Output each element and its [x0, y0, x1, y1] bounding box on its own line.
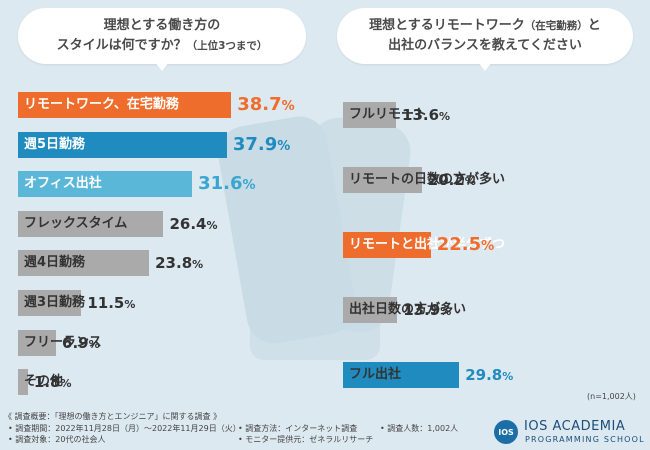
left-title-note: （上位3つまで）	[186, 40, 268, 52]
left-title-line1: 理想とする働き方の	[103, 18, 221, 33]
logo-line2: PROGRAMMING SCHOOL	[525, 435, 645, 444]
left-bar	[18, 290, 82, 316]
survey-provider: • モニター提供元：ゼネラルリサーチ	[238, 435, 374, 444]
right-value-label: 29.8%	[465, 366, 514, 384]
left-value-label: 31.6%	[198, 173, 256, 195]
left-value-label: 1.8%	[33, 373, 72, 392]
left-bar	[18, 131, 227, 158]
left-value-label: 23.8%	[155, 254, 204, 273]
left-category-label: 週4日勤務	[24, 255, 86, 271]
right-category-label: フル出社	[349, 367, 402, 382]
right-title-tail	[478, 62, 492, 71]
right-value-label: 13.9%	[403, 301, 452, 319]
right-title-note: （在宅勤務）	[524, 20, 588, 32]
right-bar	[343, 232, 431, 258]
right-category-label: 出社日数の方が多い	[349, 302, 467, 317]
survey-title: 《 調査概要：「理想の働き方とエンジニア」に関する調査 》	[4, 412, 222, 421]
right-title-line1-end: と	[587, 18, 601, 33]
survey-target: • 調査対象：20代の社会人	[8, 435, 106, 444]
left-category-label: 週3日勤務	[24, 295, 86, 310]
right-value-label: 22.5%	[436, 234, 495, 255]
survey-method: • 調査方法：インターネット調査	[238, 424, 358, 433]
left-bar	[18, 369, 28, 396]
right-title-line1: 理想とするリモートワーク	[369, 18, 525, 33]
left-value-label: 37.9%	[232, 133, 291, 155]
left-category-label: その他	[24, 374, 64, 390]
logo-icon: IOS	[494, 420, 518, 444]
left-bar	[18, 329, 57, 356]
right-category-label: リモートの日数の方が多い	[349, 172, 506, 187]
right-value-label: 20.2%	[427, 171, 476, 189]
left-bar	[18, 210, 164, 237]
right-chart-title: 理想とするリモートワーク（在宅勤務）と 出社のバランスを教えてください	[337, 8, 633, 64]
right-value-label: 13.6%	[402, 106, 451, 124]
left-value-label: 26.4%	[169, 214, 218, 233]
left-title-tail	[155, 62, 169, 71]
left-value-label: 38.7%	[237, 94, 295, 115]
survey-period: • 調査期間：2022年11月28日（月）～2022年11月29日（火）	[8, 424, 241, 433]
right-bar	[343, 297, 398, 323]
left-value-label: 6.9%	[62, 333, 100, 352]
left-bar	[18, 250, 150, 277]
left-value-label: 11.5%	[87, 294, 136, 312]
right-title-line2: 出社のバランスを教えてください	[388, 38, 582, 53]
survey-count: • 調査人数：1,002人	[380, 424, 459, 433]
left-bar	[18, 92, 232, 118]
right-bar	[343, 102, 397, 128]
left-category-label: フレックスタイム	[24, 215, 128, 231]
left-category-label: 週5日勤務	[24, 136, 86, 152]
sample-size: (n=1,002人)	[587, 392, 636, 401]
right-bar	[343, 362, 460, 388]
right-category-label: フルリモート	[349, 107, 428, 122]
left-chart-title: 理想とする働き方の スタイルは何ですか？（上位3つまで）	[18, 8, 306, 64]
left-category-label: リモートワーク、在宅勤務	[24, 97, 179, 112]
left-title-line2: スタイルは何ですか？	[56, 38, 187, 53]
right-category-label: リモートと出社が半分ずつ	[349, 237, 506, 252]
right-bar	[343, 167, 422, 193]
left-category-label: フリーランス	[24, 334, 102, 350]
left-bar	[18, 171, 193, 198]
logo-line1: IOS ACADEMIA	[524, 419, 626, 434]
left-category-label: オフィス出社	[24, 176, 102, 192]
